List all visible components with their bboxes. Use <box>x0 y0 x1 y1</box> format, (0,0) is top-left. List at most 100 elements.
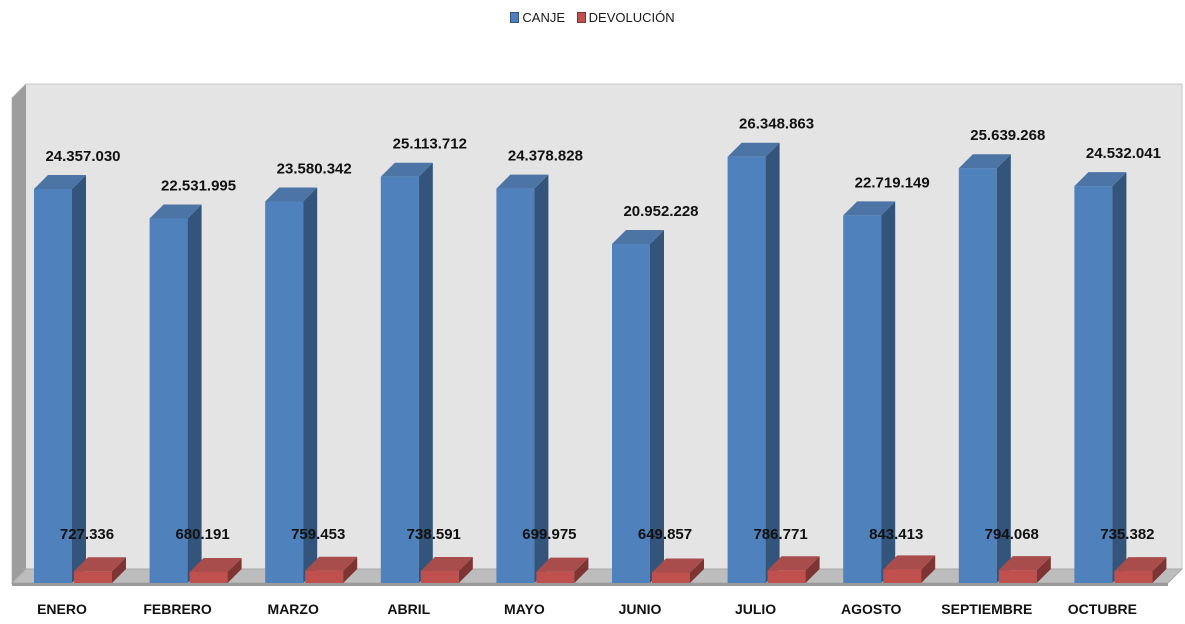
bar-canje-agosto <box>843 201 896 583</box>
data-label-devolucion-junio: 649.857 <box>638 526 692 543</box>
bar-devolucion-septiembre <box>998 556 1051 583</box>
bar-top <box>34 174 86 189</box>
bar-devolucion-abril <box>420 557 473 583</box>
bar-top <box>612 230 664 245</box>
bar-side <box>303 187 318 583</box>
bar-canje-febrero <box>149 204 202 583</box>
bar-front <box>998 570 1037 583</box>
bar-side <box>112 557 126 583</box>
bar-front <box>149 218 188 583</box>
bar-canje-abril <box>380 162 433 583</box>
category-label-marzo: MARZO <box>268 601 319 617</box>
bar-top <box>149 204 202 219</box>
legend-item-devolucion: DEVOLUCIÓN <box>576 10 675 26</box>
bar-side <box>343 556 358 583</box>
data-label-canje-abril: 25.113.712 <box>393 136 467 153</box>
category-label-julio: JULIO <box>735 601 776 617</box>
bar-top <box>1074 172 1127 187</box>
bar-front <box>420 571 459 583</box>
category-labels: ENERO FEBRERO MARZO ABRIL MAYO JUNIO JULIO AGOS… <box>37 601 1137 617</box>
bar-front <box>265 201 304 583</box>
category-label-abril: ABRIL <box>387 601 430 617</box>
legend-swatch-canje <box>510 12 520 24</box>
bar-canje-octubre <box>1074 172 1127 583</box>
bar-top <box>420 557 473 572</box>
legend-swatch-devolucion <box>576 12 586 24</box>
bar-top <box>496 174 549 189</box>
bar-top <box>305 556 358 571</box>
bar-top <box>1114 557 1167 572</box>
bar-canje-enero <box>34 174 86 583</box>
bar-front <box>727 156 766 583</box>
data-label-devolucion-octubre: 735.382 <box>1100 526 1154 543</box>
data-label-devolucion-marzo: 759.453 <box>291 526 345 543</box>
bar-side <box>418 162 433 583</box>
bar-front <box>652 572 690 583</box>
data-label-canje-mayo: 24.378.828 <box>508 148 583 165</box>
bar-top <box>727 142 780 157</box>
bar-side <box>765 142 780 583</box>
floor-edge <box>12 583 1168 586</box>
bar-canje-junio <box>612 230 664 583</box>
bar-side <box>881 201 896 583</box>
bar-top <box>265 187 318 202</box>
category-label-octubre: OCTUBRE <box>1068 601 1137 617</box>
bar-front <box>74 571 112 583</box>
data-label-devolucion-mayo: 699.975 <box>522 526 576 543</box>
bar-canje-julio <box>727 142 780 583</box>
bar-front <box>34 188 72 583</box>
data-label-canje-septiembre: 25.639.268 <box>970 127 1045 144</box>
bar-top <box>536 557 589 572</box>
bar-side <box>1152 557 1167 583</box>
bar-devolucion-julio <box>767 556 820 583</box>
bar-side <box>690 558 704 583</box>
bar-front <box>767 570 806 583</box>
data-label-devolucion-agosto: 843.413 <box>869 526 923 543</box>
bar-side <box>921 555 936 583</box>
bar-side <box>72 174 86 583</box>
data-label-canje-enero: 24.357.030 <box>45 148 120 165</box>
bar-canje-septiembre <box>958 154 1011 583</box>
legend-label-canje: CANJE <box>522 10 566 26</box>
bar-front <box>380 176 419 583</box>
bar-front <box>1114 571 1153 583</box>
bar-front <box>843 215 882 583</box>
bar-top <box>652 558 704 573</box>
legend-label-devolucion: DEVOLUCIÓN <box>588 10 675 26</box>
data-label-devolucion-abril: 738.591 <box>407 526 461 543</box>
bar-side <box>1036 556 1051 583</box>
bar-top <box>189 557 242 572</box>
data-labels: 24.357.030 727.336 22.531.995 680.191 23.580… <box>45 116 1160 543</box>
bar-top <box>958 154 1011 169</box>
bar-side <box>1112 172 1127 583</box>
category-label-septiembre: SEPTIEMBRE <box>941 601 1032 617</box>
bar-top <box>380 162 433 177</box>
bar-top <box>843 201 896 216</box>
bar-canje-mayo <box>496 174 549 583</box>
data-label-devolucion-enero: 727.336 <box>60 526 114 543</box>
data-label-devolucion-septiembre: 794.068 <box>985 526 1039 543</box>
bar-front <box>612 244 650 583</box>
category-label-junio: JUNIO <box>619 601 662 617</box>
bar-top <box>74 557 126 572</box>
bar-devolucion-enero <box>74 557 126 583</box>
bar-side <box>187 204 202 583</box>
chart-legend: CANJE DEVOLUCIÓN <box>0 9 1185 25</box>
bar-front <box>883 569 922 583</box>
bar-side <box>574 557 589 583</box>
bar-devolucion-mayo <box>536 557 589 583</box>
bar-devolucion-marzo <box>305 556 358 583</box>
bar-devolucion-junio <box>652 558 704 583</box>
category-label-febrero: FEBRERO <box>143 601 212 617</box>
side-wall <box>12 84 26 583</box>
bar-top <box>883 555 936 570</box>
category-label-agosto: AGOSTO <box>841 601 902 617</box>
bar-front <box>305 570 344 583</box>
bar-side <box>227 557 242 583</box>
legend-item-canje: CANJE <box>510 10 565 25</box>
data-label-canje-febrero: 22.531.995 <box>161 177 236 194</box>
bar-top <box>998 556 1051 571</box>
bar-side <box>458 557 473 583</box>
bar-front <box>189 571 228 583</box>
